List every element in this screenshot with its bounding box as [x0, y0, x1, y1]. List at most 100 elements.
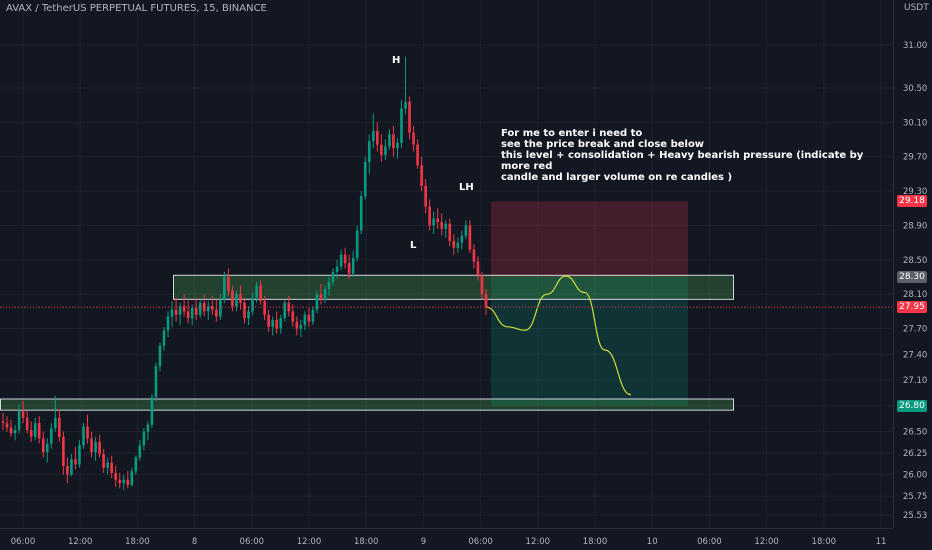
candle-body	[122, 479, 126, 484]
time-tick-label: 9	[421, 537, 426, 547]
candle-body	[182, 306, 186, 312]
candle-body	[62, 436, 65, 467]
time-tick-label: 06:00	[468, 537, 493, 547]
candle-body	[215, 309, 218, 317]
candle-body	[480, 275, 484, 295]
candle-body	[343, 254, 347, 264]
time-tick-label: 11	[876, 537, 887, 547]
time-tick-label: 06:00	[240, 537, 265, 547]
candle-body	[367, 141, 371, 162]
candle-body	[456, 242, 460, 248]
candle-body	[190, 307, 194, 319]
candle-body	[134, 457, 138, 472]
price-tick-label: 28.90	[903, 221, 927, 231]
support-resistance-zones[interactable]	[0, 274, 734, 411]
candle-body	[408, 101, 411, 133]
candle-body	[359, 196, 363, 231]
candle-body	[98, 441, 101, 454]
time-tick-label: 18:00	[354, 537, 379, 547]
candle-body	[58, 417, 61, 437]
candle-body	[291, 311, 295, 322]
candle-body	[102, 453, 105, 468]
price-tick-label: 27.10	[903, 376, 927, 386]
candle-body	[283, 302, 287, 319]
candle-body	[50, 428, 53, 444]
time-axis[interactable]: 06:00 12:00 18:00 8 06:00 12:00 18:00 9 06:00 12:…	[0, 528, 893, 548]
candle-body	[219, 299, 222, 317]
candle-body	[170, 309, 174, 317]
candle-body	[464, 225, 468, 236]
candle-body	[130, 471, 134, 485]
candle-body	[412, 132, 415, 145]
price-tick-label: 28.10	[903, 290, 927, 300]
candle-body	[13, 429, 17, 434]
candle-body	[323, 289, 327, 300]
stop-loss-area	[491, 201, 688, 277]
currency-label: USDT	[904, 3, 929, 13]
candle-body	[118, 479, 122, 484]
candle-body	[45, 443, 49, 453]
candle-body	[178, 306, 182, 315]
candle-body	[307, 314, 311, 322]
candle-body	[82, 426, 85, 446]
short-position-tool[interactable]	[491, 201, 688, 406]
time-tick-label: 06:00	[11, 537, 36, 547]
candle-body	[211, 306, 214, 310]
candle-body	[327, 282, 331, 290]
candle-body	[416, 144, 419, 166]
price-tag-badge: 29.18	[897, 195, 927, 208]
candle-body	[86, 426, 89, 439]
time-tick-label: 18:00	[812, 537, 837, 547]
candle-body	[41, 438, 45, 453]
candle-body	[299, 325, 303, 329]
symbol-title: AVAX / TetherUS PERPETUAL FUTURES, 15, B…	[6, 3, 267, 14]
candle-body	[1, 421, 5, 424]
candle-body	[335, 266, 339, 272]
candle-body	[363, 161, 367, 197]
candle-body	[33, 423, 37, 437]
candle-body	[66, 466, 69, 475]
price-tag-badge: 27.95	[897, 301, 927, 314]
candle-body	[110, 462, 113, 473]
candle-body	[452, 240, 456, 248]
candle-body	[255, 285, 258, 298]
candle-body	[206, 306, 210, 312]
candle-body	[94, 441, 97, 453]
candle-body	[54, 417, 57, 429]
candle-body	[251, 297, 254, 312]
candle-body	[404, 101, 407, 109]
candle-body	[420, 165, 423, 186]
candle-body	[303, 314, 307, 326]
candle-body	[150, 397, 154, 425]
price-axis[interactable]: 31.00 30.50 30.10 29.70 29.30 28.90 28.50 28.10…	[893, 0, 928, 528]
candle-body	[235, 294, 238, 307]
time-tick-label: 12:00	[526, 537, 551, 547]
candle-body	[29, 429, 33, 437]
candle-body	[271, 319, 274, 327]
candle-body	[259, 285, 262, 302]
candle-body	[472, 249, 476, 262]
candle-body	[315, 294, 319, 310]
candle-body	[468, 225, 472, 250]
projected-price-path[interactable]	[485, 275, 632, 396]
candle-body	[267, 314, 270, 327]
candle-body	[198, 302, 202, 315]
candle-body	[476, 261, 480, 276]
price-tick-label: 29.70	[903, 153, 927, 163]
time-tick-label: 18:00	[125, 537, 150, 547]
candle-body	[90, 438, 93, 453]
trade-plan-note[interactable]: For me to enter i need to see the price …	[501, 128, 864, 183]
candle-body	[17, 411, 21, 430]
pattern-label-head: H	[392, 55, 401, 66]
candle-body	[106, 462, 109, 468]
price-tick-label: 27.70	[903, 325, 927, 335]
candle-body	[444, 223, 448, 229]
time-tick-label: 8	[192, 537, 197, 547]
candle-body	[247, 311, 250, 319]
candle-body	[448, 223, 452, 241]
projection-curve	[485, 275, 632, 396]
candle-body	[460, 235, 464, 243]
candle-body	[21, 411, 25, 418]
candle-body	[295, 321, 299, 329]
